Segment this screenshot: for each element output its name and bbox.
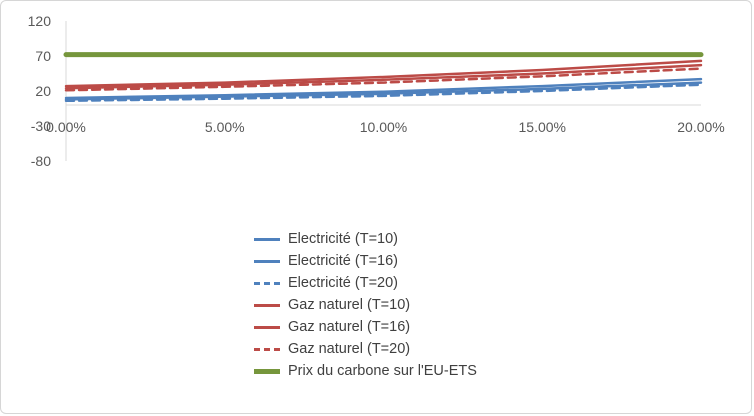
y-tick-label: 120 [27,13,51,29]
legend-line-icon [254,237,280,241]
legend-label: Prix du carbone sur l'EU-ETS [288,363,477,379]
plot-area [63,21,704,161]
x-tick-label: 15.00% [518,119,566,135]
legend-line-icon [254,303,280,307]
series-line [64,81,703,101]
legend-item: Gaz naturel (T=20) [254,338,477,360]
series-line [64,59,703,88]
legend-line-icon [254,368,280,374]
legend-line-icon [254,281,280,285]
y-tick-label: -30 [30,118,51,134]
legend-label: Gaz naturel (T=16) [288,319,411,335]
series-line [64,63,703,90]
legend-item: Electricité (T=10) [254,228,477,250]
legend-label: Gaz naturel (T=20) [288,341,411,357]
y-tick-label: 70 [35,48,51,64]
legend-line-icon [254,259,280,263]
legend-line-icon [254,325,280,329]
x-tick-label: 5.00% [204,119,245,135]
legend-item: Gaz naturel (T=10) [254,294,477,316]
series-line [64,83,703,103]
legend-label: Gaz naturel (T=10) [288,297,411,313]
legend-label: Electricité (T=10) [288,231,398,247]
legend-line-icon [254,347,280,351]
legend-label: Electricité (T=16) [288,253,398,269]
legend-item: Gaz naturel (T=16) [254,316,477,338]
series-line [64,77,703,100]
y-tick-label: -80 [30,153,51,169]
series-line [64,67,703,92]
legend-item: Prix du carbone sur l'EU-ETS [254,360,477,382]
chart-legend: Electricité (T=10) Electricité (T=16) El… [254,228,477,382]
legend-item: Electricité (T=20) [254,272,477,294]
x-tick-label: 10.00% [359,119,408,135]
y-tick-label: 20 [35,83,51,99]
x-tick-label: 0.00% [46,119,86,135]
legend-item: Electricité (T=16) [254,250,477,272]
x-tick-label: 20.00% [677,119,725,135]
legend-label: Electricité (T=20) [288,275,398,291]
